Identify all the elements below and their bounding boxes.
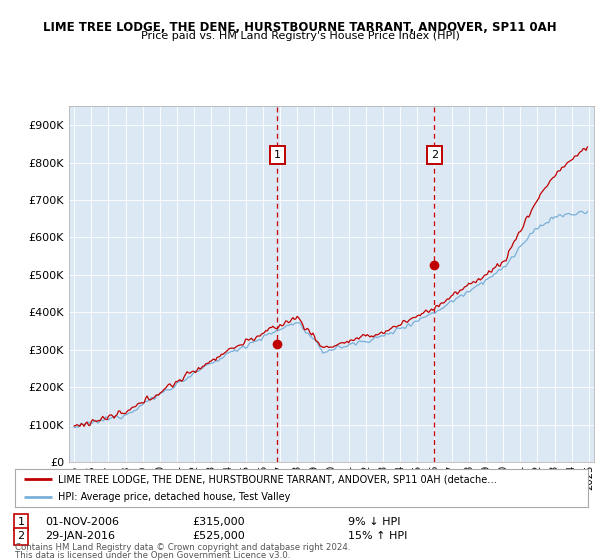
Text: 1: 1 — [17, 517, 25, 527]
Text: Price paid vs. HM Land Registry's House Price Index (HPI): Price paid vs. HM Land Registry's House … — [140, 31, 460, 41]
Text: 1: 1 — [274, 150, 281, 160]
Text: HPI: Average price, detached house, Test Valley: HPI: Average price, detached house, Test… — [58, 492, 290, 502]
Text: LIME TREE LODGE, THE DENE, HURSTBOURNE TARRANT, ANDOVER, SP11 0AH (detache…: LIME TREE LODGE, THE DENE, HURSTBOURNE T… — [58, 474, 497, 484]
Text: £525,000: £525,000 — [192, 531, 245, 542]
Text: 2: 2 — [431, 150, 438, 160]
Text: 15% ↑ HPI: 15% ↑ HPI — [348, 531, 407, 542]
Text: Contains HM Land Registry data © Crown copyright and database right 2024.: Contains HM Land Registry data © Crown c… — [15, 543, 350, 552]
Text: £315,000: £315,000 — [192, 517, 245, 527]
Text: LIME TREE LODGE, THE DENE, HURSTBOURNE TARRANT, ANDOVER, SP11 0AH: LIME TREE LODGE, THE DENE, HURSTBOURNE T… — [43, 21, 557, 34]
Text: 29-JAN-2016: 29-JAN-2016 — [45, 531, 115, 542]
Text: 01-NOV-2006: 01-NOV-2006 — [45, 517, 119, 527]
Text: This data is licensed under the Open Government Licence v3.0.: This data is licensed under the Open Gov… — [15, 551, 290, 560]
Text: 2: 2 — [17, 531, 25, 542]
Text: 9% ↓ HPI: 9% ↓ HPI — [348, 517, 401, 527]
